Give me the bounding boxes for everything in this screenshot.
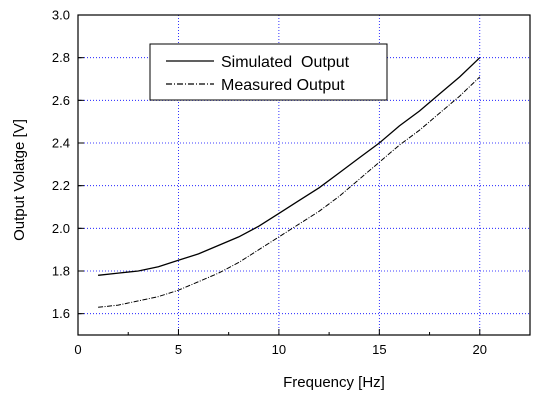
y-tick-label: 2.6 xyxy=(52,93,70,108)
ticks xyxy=(77,14,481,335)
legend-label-simulated: Simulated Output xyxy=(221,54,350,71)
y-tick-label: 3.0 xyxy=(52,8,70,23)
x-axis-title: Frequency [Hz] xyxy=(283,374,385,391)
plot-frame xyxy=(77,14,531,336)
x-tick-label: 20 xyxy=(473,342,487,357)
y-axis-title: Output Volatge [V] xyxy=(11,119,28,241)
x-tick-label: 0 xyxy=(74,342,81,357)
legend-box xyxy=(149,43,388,101)
x-tick-label: 5 xyxy=(175,342,182,357)
legend: Simulated Output Measured Output xyxy=(149,43,388,101)
series-layer xyxy=(98,57,481,308)
y-tick-label: 1.6 xyxy=(52,306,70,321)
y-tick-label: 2.0 xyxy=(52,221,70,236)
y-tick-label: 2.2 xyxy=(52,178,70,193)
y-tick-label: 2.4 xyxy=(52,136,70,151)
series-line-simulated xyxy=(98,57,481,276)
series-line-measured xyxy=(98,76,481,308)
tick-labels: 0 5 10 15 20 1.6 1.8 2.0 2.2 2.4 2.6 2.8 3.0 xyxy=(52,8,487,358)
y-tick-label: 2.8 xyxy=(52,50,70,65)
x-tick-label: 15 xyxy=(372,342,386,357)
y-tick-label: 1.8 xyxy=(52,264,70,279)
legend-label-measured: Measured Output xyxy=(221,77,345,94)
x-tick-label: 10 xyxy=(272,342,286,357)
